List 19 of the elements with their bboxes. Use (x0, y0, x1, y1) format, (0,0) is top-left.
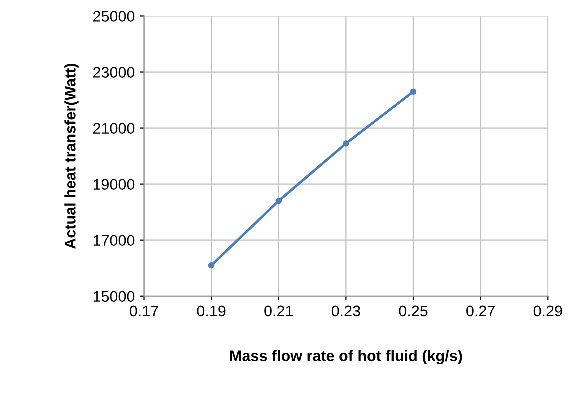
x-axis-title: Mass flow rate of hot fluid (kg/s) (230, 350, 462, 365)
y-tick-label: 21000 (94, 123, 135, 134)
y-tick-label: 23000 (94, 67, 135, 78)
y-tick-label: 19000 (94, 179, 135, 190)
point (276, 198, 282, 204)
point (343, 140, 350, 147)
x-tick-label: 0.21 (264, 306, 294, 317)
x-tick-label: 0.27 (466, 306, 495, 317)
x-tick-label: 0.23 (332, 306, 360, 317)
x-tick-label: 0.29 (534, 306, 562, 317)
y-axis-title: Actual heat transfer(Watt) (64, 64, 79, 250)
point (208, 262, 215, 269)
x-tick-label: 0.25 (399, 306, 428, 317)
y-tick-label: 15000 (94, 291, 135, 302)
x-tick-label: 0.17 (130, 306, 158, 317)
point (410, 88, 417, 96)
x-tick-label: 0.19 (197, 306, 226, 317)
y-tick-label: 17000 (94, 235, 135, 246)
y-tick-label: 25000 (94, 11, 135, 22)
